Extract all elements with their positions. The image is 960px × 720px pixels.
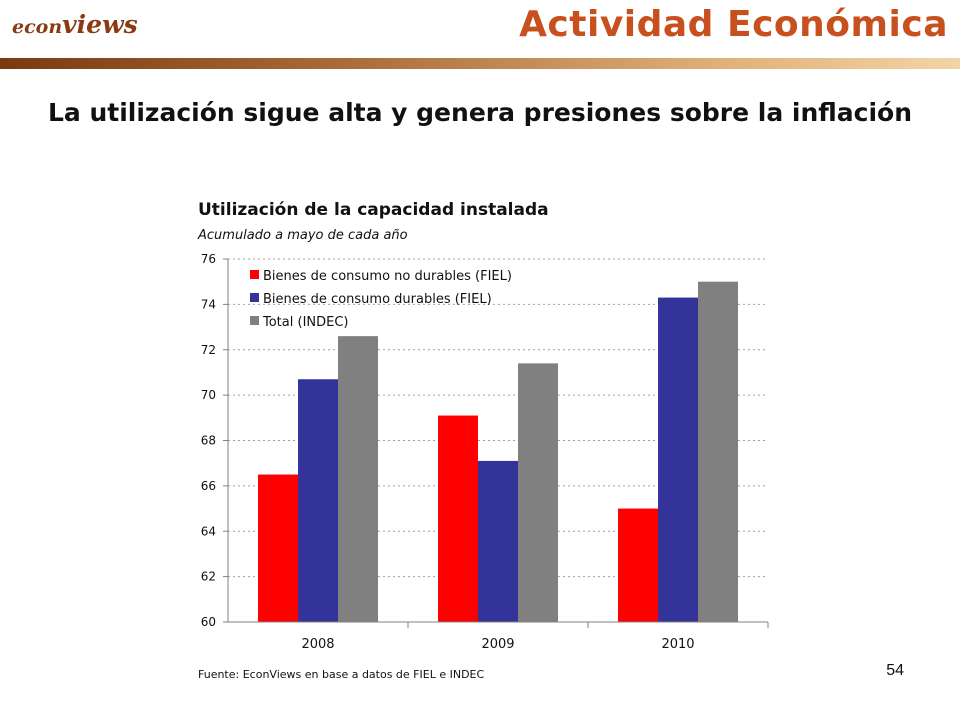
y-tick-label: 60 (201, 615, 216, 629)
legend-label: Bienes de consumo durables (FIEL) (263, 292, 492, 307)
y-tick-label: 70 (201, 388, 216, 402)
bar (338, 336, 378, 622)
y-tick-label: 76 (201, 252, 216, 266)
logo-suffix: views (62, 10, 138, 39)
legend-swatch (250, 293, 259, 302)
legend-label: Bienes de consumo no durables (FIEL) (263, 269, 512, 284)
y-tick-label: 74 (201, 297, 216, 311)
y-tick-label: 62 (201, 570, 216, 584)
bar (298, 379, 338, 622)
bar (438, 415, 478, 622)
y-tick-label: 68 (201, 434, 216, 448)
logo-prefix: econ (12, 16, 63, 38)
chart-source: Fuente: EconViews en base a datos de FIE… (198, 668, 485, 681)
legend-swatch (250, 316, 259, 325)
bar (618, 508, 658, 622)
x-tick-label: 2009 (481, 637, 514, 652)
slide-title: La utilización sigue alta y genera presi… (47, 98, 913, 127)
bar (258, 474, 298, 622)
y-tick-label: 64 (201, 524, 216, 538)
chart-title: Utilización de la capacidad instalada (198, 200, 549, 220)
legend-label: Total (INDEC) (262, 315, 349, 330)
econviews-logo: econviews (12, 10, 138, 39)
legend-swatch (250, 270, 259, 279)
y-tick-label: 66 (201, 479, 216, 493)
page-number: 54 (886, 662, 904, 679)
x-tick-label: 2008 (301, 637, 334, 652)
bar (518, 363, 558, 622)
bar (698, 281, 738, 622)
section-title: Actividad Económica (519, 4, 948, 45)
x-tick-label: 2010 (661, 637, 694, 652)
bar (478, 460, 518, 622)
header-divider (0, 58, 960, 69)
chart-subtitle: Acumulado a mayo de cada año (198, 228, 408, 243)
y-tick-label: 72 (201, 343, 216, 357)
bar (658, 297, 698, 622)
